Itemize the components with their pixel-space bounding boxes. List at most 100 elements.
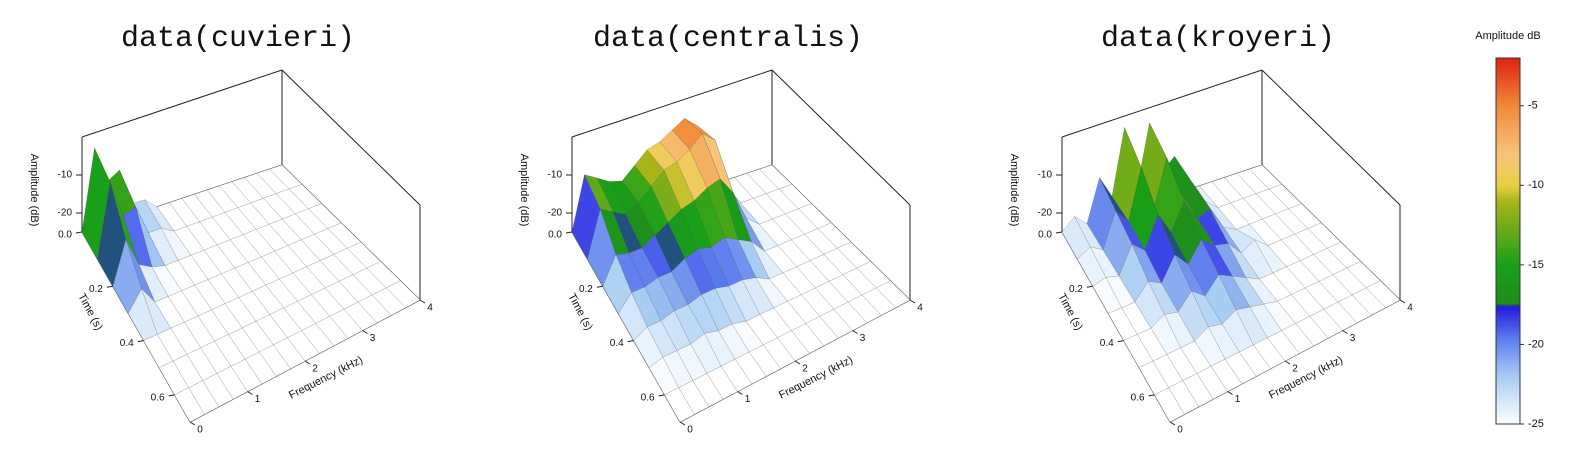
chart-title: data(kroyeri)	[1101, 22, 1335, 56]
box-edge	[81, 69, 283, 138]
surface-cell	[1154, 387, 1185, 423]
colorbar-strip	[1496, 356, 1520, 360]
colorbar-strip	[1496, 60, 1520, 63]
colorbar-strip	[1496, 155, 1520, 159]
colorbar-strip	[1496, 230, 1520, 234]
colorbar-strip	[1496, 279, 1520, 283]
colorbar-strip	[1496, 177, 1520, 181]
colorbar-strip	[1496, 125, 1520, 128]
colorbar-strip	[1496, 208, 1520, 212]
colorbar-strip	[1496, 210, 1520, 214]
colorbar-strip	[1496, 163, 1520, 167]
colorbar-strip	[1496, 123, 1520, 126]
colorbar-strip	[1496, 137, 1520, 140]
y-tick	[1117, 340, 1124, 343]
colorbar-strip	[1496, 251, 1520, 254]
colorbar-strip	[1496, 58, 1520, 61]
colorbar-strip	[1496, 202, 1520, 205]
box-edge	[281, 69, 421, 206]
colorbar-strip	[1496, 98, 1520, 102]
colorbar-strip	[1496, 263, 1520, 266]
z-tick-label: -10	[548, 170, 563, 181]
colorbar-strip	[1496, 352, 1520, 356]
y-axis-title: Time (s)	[1055, 292, 1084, 333]
colorbar-strip	[1496, 417, 1520, 421]
colorbar-strip	[1496, 371, 1520, 374]
colorbar-strip	[1496, 196, 1520, 199]
colorbar-strip	[1496, 76, 1520, 79]
y-tick	[106, 285, 113, 288]
colorbar-tick-label: -5	[1528, 100, 1538, 112]
z-axis-title: Amplitude (dB)	[1008, 154, 1020, 227]
colorbar-strip	[1496, 257, 1520, 260]
y-tick	[168, 394, 175, 397]
colorbar-strip	[1496, 338, 1520, 342]
colorbar-strip	[1496, 281, 1520, 285]
colorbar-strip	[1496, 267, 1520, 271]
colorbar-strip	[1496, 381, 1520, 384]
colorbar-strip	[1496, 273, 1520, 277]
colorbar-strip	[1496, 265, 1520, 269]
colorbar-strip	[1496, 287, 1520, 291]
colorbar-strip	[1496, 369, 1520, 372]
colorbar-strip	[1496, 304, 1520, 307]
x-tick-label: 4	[917, 303, 923, 314]
colorbar-strip	[1496, 413, 1520, 417]
x-tick	[189, 421, 196, 426]
colorbar-strip	[1496, 255, 1520, 258]
colorbar-strip	[1496, 116, 1520, 120]
colorbar-strip	[1496, 312, 1520, 315]
colorbar-strip	[1496, 310, 1520, 313]
colorbar-strip	[1496, 88, 1520, 92]
colorbar-strip	[1496, 72, 1520, 75]
colorbar-strip	[1496, 247, 1520, 250]
surface-cell	[678, 380, 710, 415]
surface-cell	[202, 373, 234, 408]
colorbar-strip	[1496, 365, 1520, 368]
x-tick-label: 2	[802, 364, 808, 375]
surface-cell	[357, 294, 392, 324]
colorbar-strip	[1496, 86, 1520, 90]
colorbar-strip	[1496, 216, 1520, 220]
colorbar-strip	[1496, 106, 1520, 110]
colorbar-strip	[1496, 346, 1520, 350]
colorbar-strip	[1496, 332, 1520, 336]
x-tick	[679, 421, 686, 426]
colorbar-strip	[1496, 108, 1520, 112]
colorbar-strip	[1496, 228, 1520, 232]
x-tick	[1169, 421, 1176, 426]
x-tick	[419, 299, 426, 304]
colorbar-strip	[1496, 153, 1520, 157]
colorbar-strip	[1496, 340, 1520, 344]
y-tick	[627, 340, 634, 343]
colorbar-strip	[1496, 232, 1520, 236]
colorbar-strip	[1496, 389, 1520, 393]
colorbar-strip	[1496, 320, 1520, 323]
colorbar-strip	[1496, 206, 1520, 210]
surface-cell	[1182, 373, 1214, 408]
colorbar-strip	[1496, 393, 1520, 397]
colorbar-strip	[1496, 218, 1520, 222]
colorbar-strip	[1496, 302, 1520, 305]
x-tick-label: 2	[312, 364, 318, 375]
surface-cell	[664, 387, 695, 423]
colorbar-strip	[1496, 328, 1520, 332]
colorbar-strip	[1496, 344, 1520, 348]
x-tick-label: 0	[687, 425, 693, 436]
z-tick-label: -20	[548, 208, 563, 219]
colorbar-strip	[1496, 127, 1520, 130]
colorbar-strip	[1496, 212, 1520, 216]
x-tick	[304, 360, 311, 365]
colorbar-strip	[1496, 397, 1520, 401]
colorbar-strip	[1496, 173, 1520, 177]
colorbar-strip	[1496, 314, 1520, 317]
colorbar-strip	[1496, 112, 1520, 116]
colorbar-strip	[1496, 407, 1520, 411]
x-tick-label: 4	[427, 303, 433, 314]
colorbar-strip	[1496, 180, 1520, 183]
x-tick-label: 2	[1292, 364, 1298, 375]
surface-cell	[315, 316, 349, 347]
colorbar-tick-label: -10	[1528, 179, 1544, 191]
x-tick-label: 0	[1177, 425, 1183, 436]
x-tick	[1227, 391, 1233, 395]
